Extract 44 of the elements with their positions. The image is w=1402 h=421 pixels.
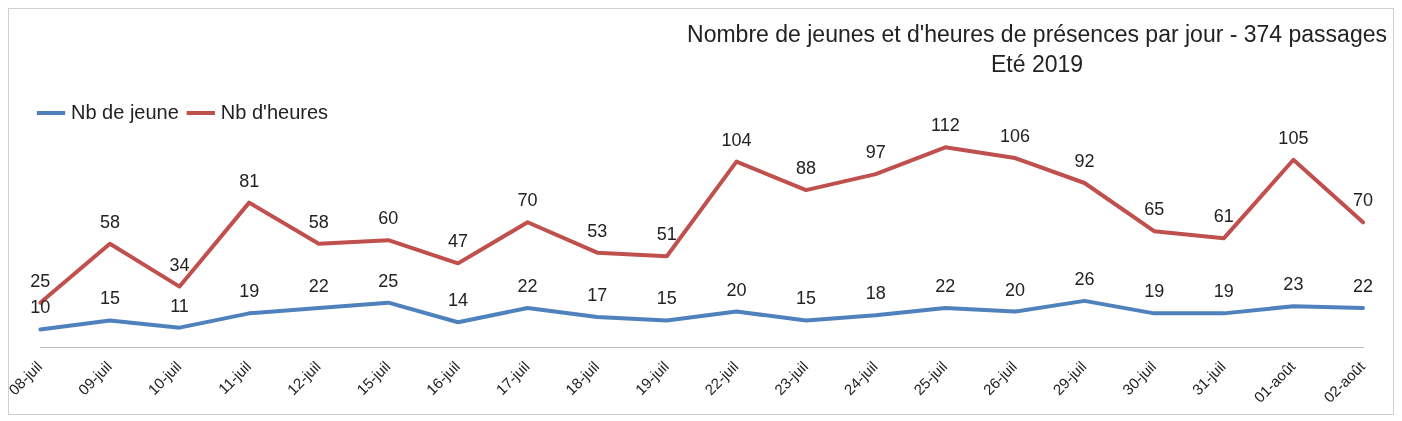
data-label: 18 — [865, 283, 886, 304]
data-label: 22 — [308, 275, 329, 296]
data-label: 97 — [865, 142, 886, 163]
legend-label: Nb d'heures — [220, 100, 329, 123]
data-label: 53 — [587, 220, 608, 241]
data-label: 14 — [447, 290, 469, 311]
data-label: 65 — [1144, 199, 1165, 220]
data-label: 81 — [239, 170, 260, 191]
data-label: 10 — [30, 297, 51, 318]
data-label: 25 — [30, 270, 51, 291]
data-label: 104 — [721, 129, 752, 150]
data-label: 61 — [1213, 206, 1234, 227]
data-label: 15 — [796, 288, 817, 309]
data-label: 11 — [170, 295, 189, 316]
chart-title: Nombre de jeunes et d'heures de présences par jour - 374 passages — [687, 20, 1387, 49]
data-label: 51 — [656, 224, 677, 245]
data-label: 17 — [587, 284, 608, 305]
data-label: 47 — [447, 231, 469, 252]
data-label: 19 — [1213, 281, 1234, 302]
data-label: 22 — [1352, 275, 1374, 296]
data-label: 34 — [169, 254, 190, 275]
data-label: 70 — [517, 190, 538, 211]
data-label: 20 — [726, 279, 747, 300]
data-label: 22 — [517, 275, 538, 296]
data-label: 106 — [999, 125, 1030, 146]
data-label: 23 — [1283, 274, 1304, 295]
data-label: 20 — [1004, 279, 1025, 300]
chart-subtitle: Eté 2019 — [990, 50, 1085, 79]
data-label: 19 — [239, 281, 260, 302]
data-label: 58 — [308, 211, 329, 232]
data-label: 105 — [1278, 127, 1309, 148]
data-label: 19 — [1144, 281, 1165, 302]
data-label: 15 — [99, 288, 120, 309]
legend-label: Nb de jeune — [71, 100, 179, 123]
data-label: 70 — [1352, 190, 1374, 211]
data-label: 22 — [935, 275, 956, 296]
data-label: 60 — [378, 208, 399, 229]
data-label: 58 — [99, 211, 120, 232]
data-label: 26 — [1074, 268, 1095, 289]
data-label: 112 — [930, 115, 960, 136]
data-label: 15 — [656, 288, 677, 309]
data-label: 88 — [796, 158, 817, 179]
data-label: 25 — [378, 270, 399, 291]
data-label: 92 — [1074, 150, 1095, 171]
